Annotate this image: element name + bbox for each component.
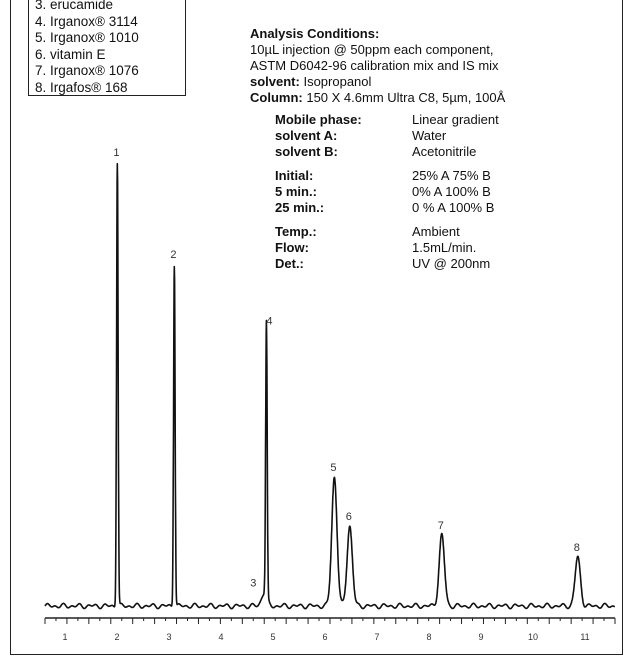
x-tick-label: 1 — [62, 632, 67, 642]
param-row: 5 min.: 0% A 100% B — [275, 184, 612, 200]
param-row: solvent B: Acetonitrile — [275, 144, 612, 160]
param-value: Water — [412, 128, 447, 143]
legend-item: 8. Irgafos® 168 — [35, 79, 128, 95]
column-value: 150 X 4.6mm Ultra C8, 5µm, 100Å — [306, 90, 506, 105]
param-row: Initial: 25% A 75% B — [275, 168, 612, 184]
param-value: 25% A 75% B — [412, 168, 491, 183]
x-tick-label: 4 — [218, 632, 223, 642]
x-tick-label: 9 — [478, 632, 483, 642]
param-value: Acetonitrile — [412, 144, 477, 159]
param-value: Ambient — [412, 224, 460, 239]
param-label: Det.: — [275, 256, 304, 271]
figure-frame — [10, 0, 623, 655]
param-value: UV @ 200nm — [412, 256, 491, 271]
x-tick-label: 8 — [426, 632, 431, 642]
column-label: Column: — [250, 90, 303, 105]
conditions-line-2: ASTM D6042-96 calibration mix and IS mix — [250, 58, 499, 73]
peak-legend: 3. erucamide 4. Irganox® 3114 5. Irganox… — [28, 0, 186, 96]
peak-label: 8 — [574, 542, 580, 554]
peak-label: 7 — [438, 520, 444, 532]
legend-item: 7. Irganox® 1076 — [35, 63, 139, 78]
param-label: Initial: — [275, 168, 314, 183]
x-tick-label: 6 — [322, 632, 327, 642]
legend-item: 6. vitamin E — [35, 46, 106, 62]
param-label: Mobile phase: — [275, 112, 362, 127]
param-row: Mobile phase: Linear gradient — [275, 112, 612, 128]
param-value: 0% A 100% B — [412, 184, 491, 199]
param-label: 25 min.: — [275, 200, 325, 215]
solvent-value: Isopropanol — [303, 74, 372, 89]
param-row: 25 min.: 0 % A 100% B — [275, 200, 612, 216]
legend-item: 4. Irganox® 3114 — [35, 13, 138, 29]
param-row: Flow: 1.5mL/min. — [275, 240, 612, 256]
param-row: Det.: UV @ 200nm — [275, 256, 612, 272]
param-row: solvent A: Water — [275, 128, 612, 144]
param-value: 0 % A 100% B — [412, 200, 495, 215]
solvent-row: solvent: Isopropanol — [250, 74, 505, 90]
legend-item: 5. Irganox® 1010 — [35, 30, 139, 45]
peak-label: 1 — [113, 147, 119, 159]
x-tick-label: 10 — [528, 632, 538, 642]
param-label: solvent A: — [275, 128, 338, 143]
chromatogram-trace — [44, 162, 616, 610]
peak-label: 2 — [170, 249, 176, 261]
peak-label: 4 — [266, 316, 272, 328]
param-label: Temp.: — [275, 224, 317, 239]
peak-label: 5 — [330, 462, 336, 474]
conditions-heading: Analysis Conditions: — [250, 26, 380, 41]
peak-label: 3 — [250, 578, 256, 590]
solvent-label: solvent: — [250, 74, 300, 89]
param-row: Temp.: Ambient — [275, 224, 612, 240]
x-tick-label: 11 — [580, 632, 589, 642]
param-label: Flow: — [275, 240, 309, 255]
analysis-conditions: Analysis Conditions: 10µL injection @ 50… — [250, 26, 505, 106]
x-tick-label: 3 — [166, 632, 171, 642]
x-tick-label: 5 — [270, 632, 275, 642]
x-tick-label: 7 — [374, 632, 379, 642]
param-label: 5 min.: — [275, 184, 317, 199]
param-value: Linear gradient — [412, 112, 499, 127]
conditions-line-1: 10µL injection @ 50ppm each component, — [250, 42, 494, 57]
legend-item: 3. erucamide — [35, 0, 114, 12]
peak-label: 6 — [346, 511, 352, 523]
method-parameters: Mobile phase: Linear gradient solvent A: W… — [275, 112, 612, 272]
param-label: solvent B: — [275, 144, 338, 159]
param-value: 1.5mL/min. — [412, 240, 477, 255]
column-row: Column: 150 X 4.6mm Ultra C8, 5µm, 100Å — [250, 90, 505, 106]
x-tick-label: 2 — [114, 632, 119, 642]
